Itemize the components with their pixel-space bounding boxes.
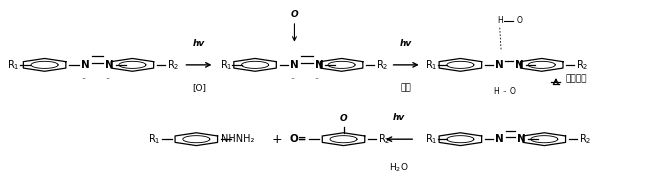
Text: N: N	[105, 60, 114, 70]
Text: H: H	[497, 17, 503, 26]
Text: R$_1$: R$_1$	[7, 58, 19, 72]
Text: O: O	[340, 114, 347, 124]
Text: R$_2$: R$_2$	[578, 132, 591, 146]
Text: O: O	[291, 10, 298, 19]
Text: ··: ··	[502, 89, 507, 95]
Text: R$_2$: R$_2$	[378, 132, 390, 146]
Text: ··: ··	[314, 76, 320, 85]
Text: hv: hv	[400, 39, 412, 48]
Text: R$_1$: R$_1$	[425, 132, 437, 146]
Text: O: O	[516, 17, 522, 26]
Text: N: N	[290, 60, 299, 70]
Text: 重排: 重排	[400, 83, 411, 92]
Text: ··: ··	[105, 76, 111, 85]
Text: R$_2$: R$_2$	[167, 58, 179, 72]
Text: NHNH₂: NHNH₂	[221, 134, 254, 144]
Text: O=: O=	[290, 134, 307, 144]
Text: N: N	[515, 60, 523, 70]
Text: 互变异构: 互变异构	[565, 74, 587, 83]
Text: R$_2$: R$_2$	[576, 58, 588, 72]
Text: N: N	[496, 134, 504, 144]
Text: hv: hv	[393, 113, 405, 122]
Text: N: N	[314, 60, 324, 70]
Text: R$_1$: R$_1$	[148, 132, 160, 146]
Text: ··: ··	[81, 76, 86, 85]
Text: R$_2$: R$_2$	[376, 58, 388, 72]
Text: N: N	[81, 60, 90, 70]
Text: ··: ··	[290, 76, 295, 85]
Text: +: +	[272, 133, 282, 146]
Text: [O]: [O]	[192, 83, 206, 92]
Text: hv: hv	[193, 39, 205, 48]
Text: N: N	[518, 134, 526, 144]
Text: R$_1$: R$_1$	[219, 58, 232, 72]
Text: H$_2$O: H$_2$O	[389, 161, 409, 174]
Text: N: N	[496, 60, 504, 70]
Text: H: H	[494, 87, 499, 96]
Text: R$_1$: R$_1$	[425, 58, 437, 72]
Text: O: O	[510, 87, 516, 96]
